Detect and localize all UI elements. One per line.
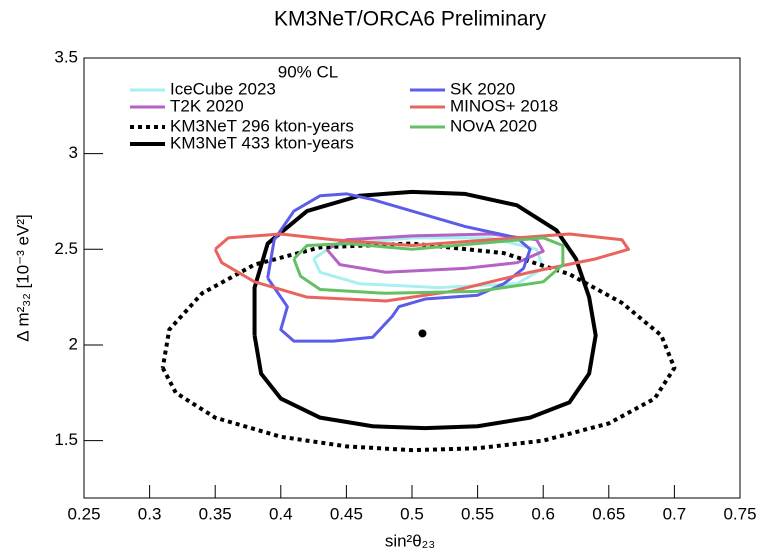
- x-axis-label: sin²θ₂₃: [385, 531, 435, 550]
- legend-title: 90% CL: [278, 62, 338, 81]
- y-axis-label: Δ m²₃₂ [10⁻³ eV²]: [13, 214, 32, 341]
- contour: [266, 192, 532, 343]
- x-tick-label: 0.5: [400, 504, 424, 523]
- x-tick-label: 0.25: [67, 504, 100, 523]
- y-tick-label: 3.5: [54, 47, 78, 66]
- x-tick-label: 0.35: [199, 504, 232, 523]
- contour: [292, 236, 565, 295]
- x-tick-label: 0.55: [461, 504, 494, 523]
- x-tick-label: 0.65: [592, 504, 625, 523]
- legend-label: SK 2020: [450, 79, 515, 98]
- chart-title: KM3NeT/ORCA6 Preliminary: [274, 8, 546, 31]
- y-tick-label: 3: [69, 143, 78, 162]
- contour: [160, 241, 677, 453]
- legend-label: IceCube 2023: [170, 79, 276, 98]
- legend-label: KM3NeT 433 kton-years: [170, 133, 354, 152]
- legend-label: KM3NeT 296 kton-years: [170, 116, 354, 135]
- legend-label: T2K 2020: [170, 96, 244, 115]
- x-tick-label: 0.6: [531, 504, 555, 523]
- legend-label: NOvA 2020: [450, 116, 537, 135]
- legend-label: MINOS+ 2018: [450, 96, 558, 115]
- contour: [213, 232, 630, 303]
- contour: [325, 232, 545, 274]
- contour: [252, 189, 598, 431]
- y-tick-label: 1.5: [54, 430, 78, 449]
- best-fit-point: [418, 329, 427, 338]
- y-tick-label: 2: [69, 334, 78, 353]
- x-tick-label: 0.75: [723, 504, 756, 523]
- x-tick-label: 0.7: [663, 504, 687, 523]
- x-tick-label: 0.45: [330, 504, 363, 523]
- y-tick-label: 2.5: [54, 239, 78, 258]
- x-tick-label: 0.3: [138, 504, 162, 523]
- x-tick-label: 0.4: [269, 504, 293, 523]
